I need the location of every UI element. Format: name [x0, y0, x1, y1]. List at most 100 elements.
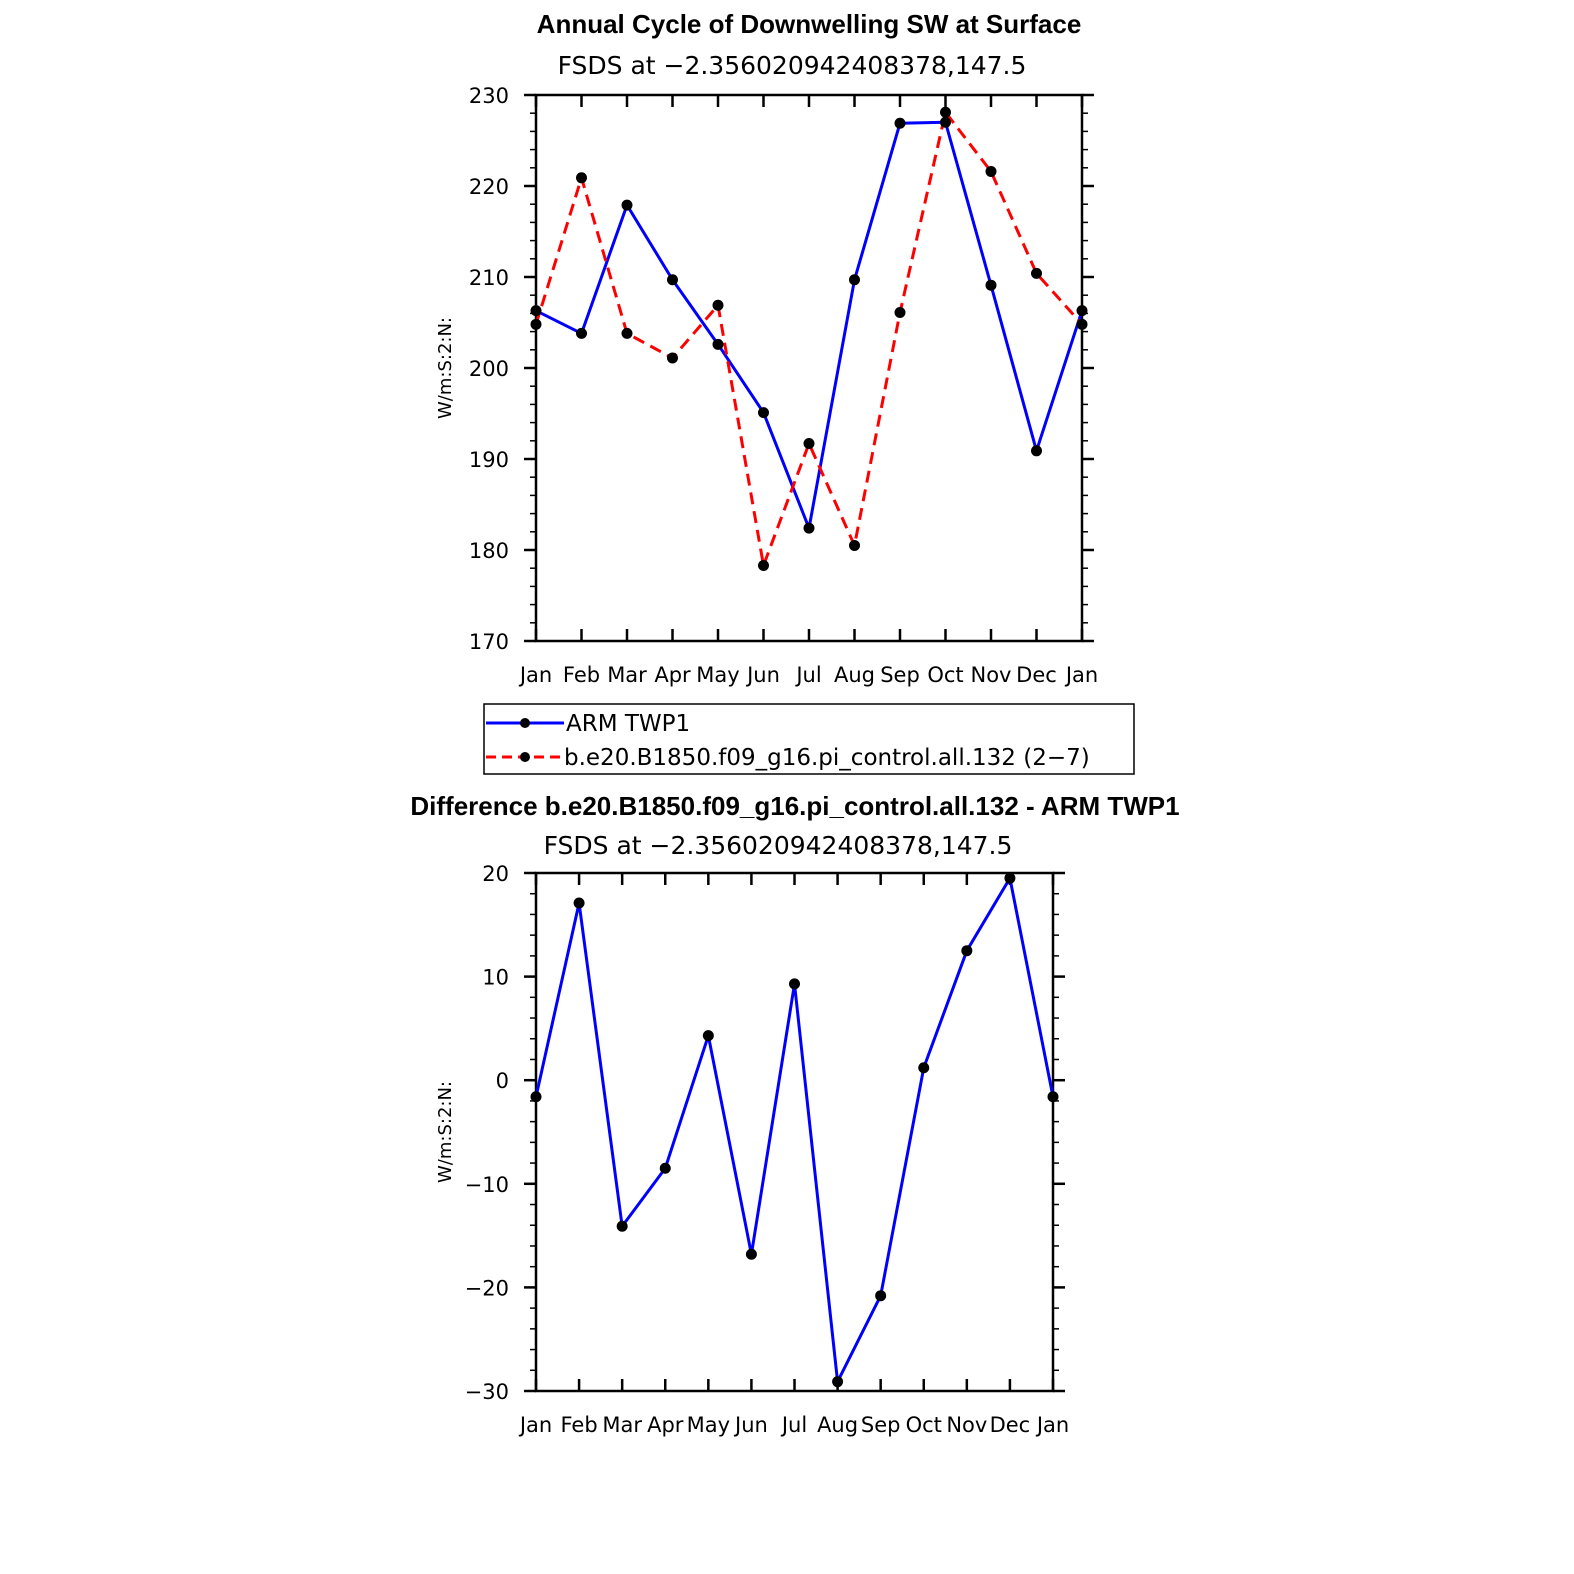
bottom-chart-y-tick-label: −20	[465, 1276, 509, 1300]
top-chart-plot-area	[530, 106, 1088, 571]
top-chart-series-0-point	[530, 305, 542, 317]
top-chart-series-1-point	[576, 172, 587, 184]
top-chart-x-tick-label: Jun	[745, 663, 780, 687]
bottom-chart-x-tick-label: Dec	[990, 1413, 1031, 1437]
top-chart-series-1-point	[758, 559, 769, 571]
top-chart-series-1-point	[621, 327, 633, 339]
bottom-chart-x-tick-label: Nov	[946, 1413, 987, 1437]
top-chart-x-tick-label: Mar	[607, 663, 647, 687]
bottom-chart-x-tick-label: Jul	[780, 1413, 807, 1437]
top-chart-x-tick-label: Jul	[794, 663, 821, 687]
top-chart-x-tick-label: May	[696, 663, 739, 687]
top-chart-series-1-point	[712, 299, 724, 311]
top-chart-series-0-point	[940, 116, 951, 128]
bottom-chart-series-0-point	[961, 945, 973, 957]
top-chart-series-1-point	[1076, 318, 1088, 330]
bottom-chart-x-tick-label: Feb	[560, 1413, 597, 1437]
top-chart-series-1-point	[985, 165, 997, 177]
top-chart-x-tick-label: Sep	[880, 663, 920, 687]
top-chart-y-tick-label: 180	[469, 539, 509, 563]
bottom-chart-title: Difference b.e20.B1850.f09_g16.pi_contro…	[410, 791, 1179, 821]
top-chart-series-0-point	[985, 279, 997, 291]
top-chart-series-1-point	[530, 318, 542, 330]
top-chart-x-tick-label: Feb	[563, 663, 600, 687]
top-chart-series-0-point	[576, 327, 587, 339]
bottom-chart-series-0-point	[573, 897, 585, 909]
bottom-chart-series-0-line	[534, 876, 1055, 1384]
top-chart-series-1-point	[849, 539, 860, 551]
legend-label-arm-twp1: ARM TWP1	[566, 711, 690, 737]
bottom-chart-y-axis-label: W/m:S:2:N:	[435, 1081, 456, 1183]
bottom-chart-series-0-point	[745, 1248, 757, 1260]
bottom-chart-series-0-point	[659, 1162, 671, 1174]
legend: ARM TWP1 b.e20.B1850.f09_g16.pi_control.…	[483, 703, 1135, 775]
legend-box	[483, 703, 1135, 775]
top-chart: Annual Cycle of Downwelling SW at Surfac…	[435, 9, 1135, 775]
bottom-chart-x-tick-label: Oct	[906, 1413, 942, 1437]
top-chart-x-tick-label: Dec	[1016, 663, 1057, 687]
top-chart-series-0-point	[712, 338, 724, 350]
top-chart-series-1-point	[894, 306, 906, 318]
bottom-chart-series-0-point	[875, 1290, 887, 1302]
bottom-chart-y-tick-label: −30	[465, 1380, 509, 1404]
top-chart-series-1-point	[1031, 267, 1042, 279]
top-chart-series-0-point	[1031, 445, 1042, 457]
top-chart-y-tick-label: 190	[469, 448, 509, 472]
legend-label-model: b.e20.B1850.f09_g16.pi_control.all.132 (…	[564, 745, 1090, 771]
top-chart-series-0-point	[894, 117, 906, 129]
bottom-chart-y-tick-label: −10	[465, 1173, 509, 1197]
bottom-chart-series-0-point	[1047, 1091, 1059, 1103]
top-chart-series-1-point	[667, 352, 678, 364]
top-chart-subtitle: FSDS at −2.356020942408378,147.5	[558, 51, 1027, 80]
top-chart-y-tick-label: 230	[469, 84, 509, 108]
bottom-chart-frame	[534, 871, 1055, 1393]
bottom-chart-series-0-point	[530, 1091, 542, 1103]
top-chart-series-1-point	[940, 106, 951, 118]
bottom-chart-series-0-point	[1004, 872, 1016, 884]
top-chart-frame	[534, 93, 1084, 643]
bottom-chart-x-tick-label: Sep	[861, 1413, 901, 1437]
bottom-chart-x-tick-label: May	[687, 1413, 730, 1437]
bottom-chart-series-0-point	[918, 1062, 930, 1074]
top-chart-series-0-point	[621, 199, 633, 211]
top-chart-series-0-point	[667, 274, 678, 286]
top-chart-series-1-point	[803, 438, 815, 450]
top-chart-y-axis-label: W/m:S:2:N:	[435, 317, 456, 419]
top-chart-x-tick-label: Jan	[1064, 663, 1098, 687]
top-chart-x-tick-label: Jan	[518, 663, 552, 687]
legend-marker-arm-twp1	[520, 718, 530, 728]
top-chart-y-tick-label: 170	[469, 630, 509, 654]
top-chart-series-1-line	[534, 110, 1084, 567]
top-chart-series-0-point	[758, 407, 769, 419]
bottom-chart-series-0-point	[702, 1030, 714, 1042]
top-chart-axes: Jan Feb Mar Apr May Jun Jul Aug Sep Oct Nov Dec Jan 1…	[469, 84, 1098, 687]
bottom-chart-y-tick-label: 10	[482, 966, 509, 990]
top-chart-x-tick-label: Nov	[971, 663, 1012, 687]
bottom-chart-x-tick-label: Jun	[733, 1413, 768, 1437]
top-chart-x-tick-label: Apr	[654, 663, 691, 687]
bottom-chart-x-tick-label: Aug	[817, 1413, 858, 1437]
top-chart-title: Annual Cycle of Downwelling SW at Surfac…	[537, 9, 1082, 39]
bottom-chart-y-tick-label: 20	[482, 862, 509, 886]
legend-marker-model	[520, 752, 530, 762]
bottom-chart-subtitle: FSDS at −2.356020942408378,147.5	[544, 831, 1013, 860]
bottom-chart-x-tick-label: Apr	[647, 1413, 684, 1437]
bottom-chart-axes: Jan Feb Mar Apr May Jun Jul Aug Sep Oct Nov Dec Jan−…	[465, 862, 1070, 1437]
top-chart-series-0-point	[849, 274, 860, 286]
top-chart-y-tick-label: 220	[469, 175, 509, 199]
bottom-chart-series-0-point	[789, 978, 800, 990]
top-chart-series-0-line	[535, 120, 1084, 530]
bottom-chart-series-0-point	[832, 1376, 844, 1388]
bottom-chart-series-0-point	[616, 1220, 628, 1232]
top-chart-series-0-point	[803, 522, 815, 534]
top-chart-y-tick-label: 210	[469, 266, 509, 290]
bottom-chart-x-tick-label: Mar	[602, 1413, 642, 1437]
top-chart-series-0-point	[1076, 305, 1088, 317]
top-chart-x-tick-label: Oct	[927, 663, 963, 687]
bottom-chart-y-tick-label: 0	[496, 1069, 509, 1093]
bottom-chart-plot-area	[530, 872, 1059, 1388]
bottom-chart-x-tick-label: Jan	[1035, 1413, 1069, 1437]
bottom-chart: Difference b.e20.B1850.f09_g16.pi_contro…	[410, 791, 1179, 1437]
top-chart-x-tick-label: Aug	[834, 663, 875, 687]
